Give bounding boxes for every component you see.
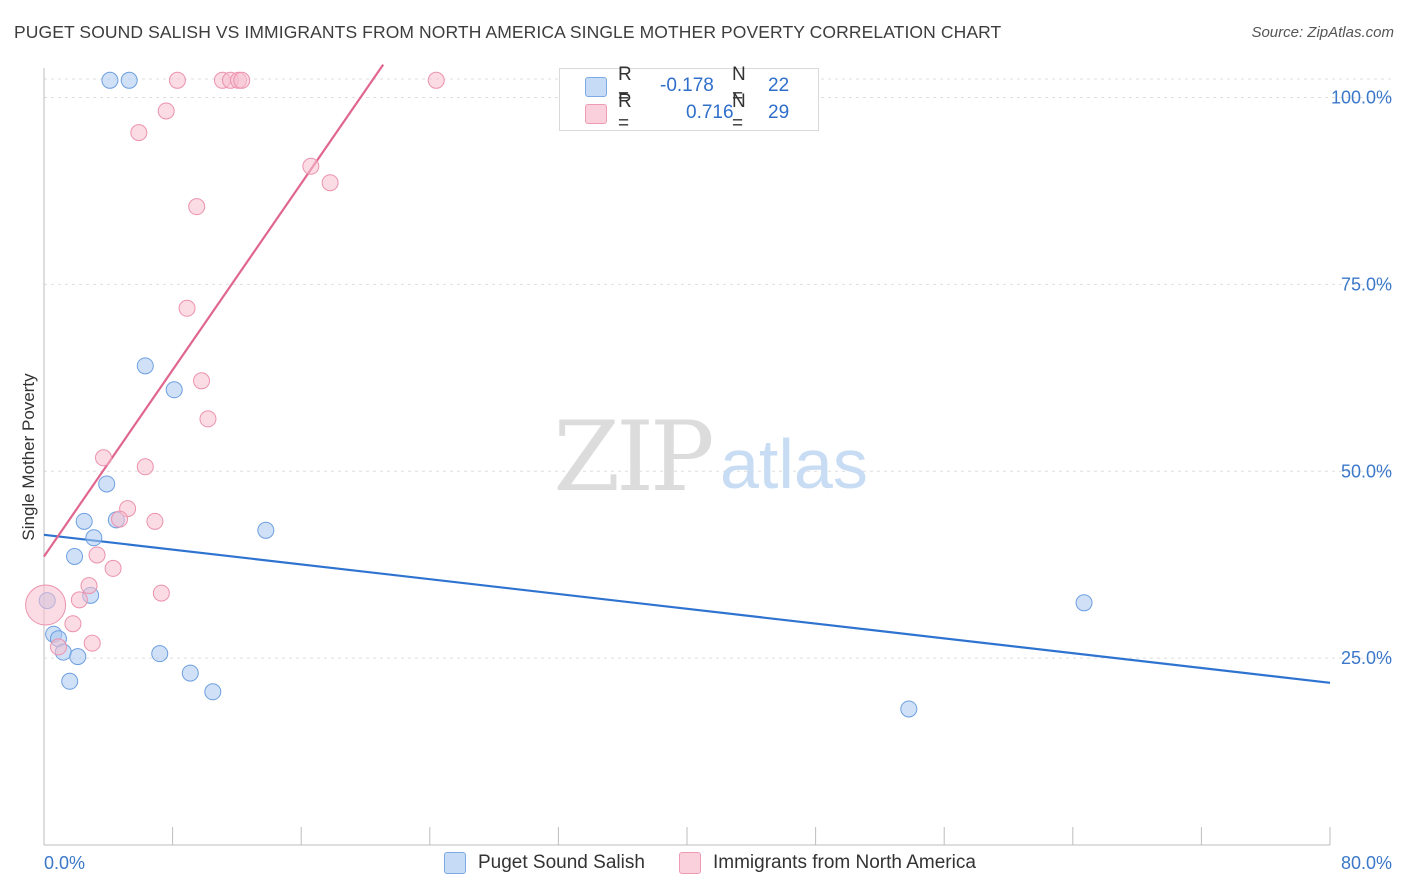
puget-sound-salish-point [75,512,93,530]
puget-sound-salish-point [85,529,103,547]
immigrants-north-america-point [130,124,148,142]
legend-label-puget-sound-salish: Puget Sound Salish [478,852,645,873]
immigrants-north-america-point [168,71,186,89]
puget-sound-salish-point [1075,594,1093,612]
watermark: ZIP atlas [553,401,867,513]
puget-sound-salish-point [165,381,183,399]
y-axis-label: Single Mother Poverty [19,373,38,541]
puget-sound-salish-point [181,664,199,682]
immigrants-north-america-point [146,512,164,530]
immigrants-north-america-trend-line [43,63,385,558]
legend-n-value-pink: 29 [768,102,790,123]
immigrants-north-america-point [193,372,211,390]
puget-sound-salish-point [204,683,222,701]
y-tick-label: 25.0% [1341,648,1392,668]
pink-swatch-icon [679,852,701,874]
immigrants-north-america-point [111,510,129,528]
puget-sound-salish-point [136,357,154,375]
y-tick-label: 50.0% [1341,461,1392,481]
immigrants-north-america-point [88,546,106,564]
puget-sound-salish-point [66,547,84,565]
immigrants-north-america-point [49,638,67,656]
series-legend: Puget Sound Salish Immigrants from North… [0,852,1406,878]
immigrants-north-america-point [25,584,67,626]
trend-lines [43,63,1331,684]
pink-swatch-icon [585,104,607,124]
immigrants-north-america-point [302,157,320,175]
immigrants-north-america-point [64,615,82,633]
axes [43,68,1331,846]
immigrants-north-america-point [83,634,101,652]
y-tick-label: 100.0% [1331,88,1392,108]
puget-sound-salish-point [120,71,138,89]
x-tick-label: 0.0% [44,853,85,873]
legend-r-value-pink: 0.716 [686,102,734,123]
immigrants-north-america-point [157,102,175,120]
legend-label-immigrants-north-america: Immigrants from North America [713,852,976,873]
blue-swatch-icon [444,852,466,874]
puget-sound-salish-point [900,700,918,718]
immigrants-north-america-point [233,71,251,89]
puget-sound-salish-trend-line [43,533,1331,684]
puget-sound-salish-point [257,521,275,539]
legend-n-label: N = [732,91,746,134]
legend-r-value-blue: -0.178 [660,75,714,96]
immigrants-north-america-point [427,71,445,89]
immigrants-north-america-point [104,559,122,577]
puget-sound-salish-point [61,672,79,690]
puget-sound-salish-point [69,648,87,666]
correlation-legend: R = -0.178 N = 22 R = 0.716 N = 29 [559,64,819,134]
gridlines [44,78,1392,659]
watermark-zip: ZIP [553,401,712,513]
immigrants-north-america-point [70,591,88,609]
immigrants-north-america-point [178,299,196,317]
immigrants-north-america-point [80,577,98,595]
puget-sound-salish-point [101,71,119,89]
immigrants-north-america-point [94,449,112,467]
immigrants-north-america-point [321,174,339,192]
chart-title: PUGET SOUND SALISH VS IMMIGRANTS FROM NO… [14,22,1002,42]
puget-sound-salish-point [151,645,169,663]
blue-swatch-icon [585,77,607,97]
immigrants-north-america-point [188,198,206,216]
immigrants-north-america-point [136,458,154,476]
tick-labels: 25.0% 50.0% 75.0% 100.0% 0.0% 80.0% [44,88,1392,874]
legend-item-immigrants-north-america: Immigrants from North America [679,852,976,874]
x-tick-label: 80.0% [1341,853,1392,873]
legend-item-puget-sound-salish: Puget Sound Salish [444,852,645,874]
data-points [25,71,1093,718]
watermark-atlas: atlas [720,425,868,503]
source-credit: Source: ZipAtlas.com [1251,24,1394,41]
immigrants-north-america-point [152,584,170,602]
immigrants-north-america-point [199,410,217,428]
legend-n-value-blue: 22 [768,75,790,96]
legend-n-label: N = [732,64,746,107]
y-tick-label: 75.0% [1341,274,1392,294]
puget-sound-salish-point [98,475,116,493]
legend-r-label: R = [618,91,632,134]
legend-r-label: R = [618,64,632,107]
